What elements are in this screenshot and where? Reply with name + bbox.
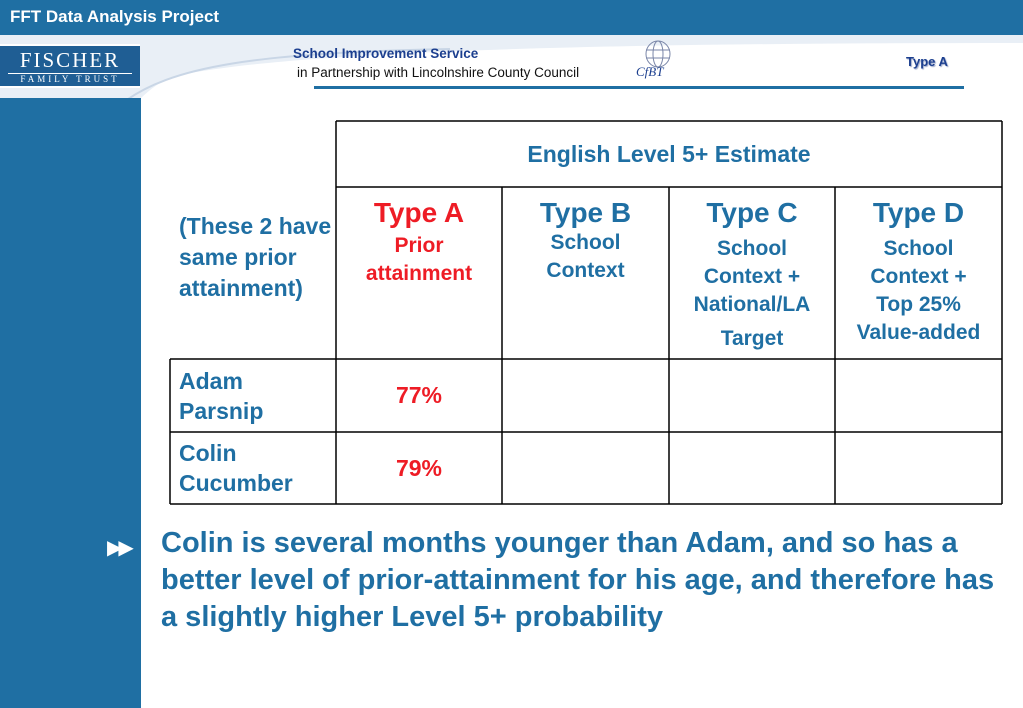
cfbt-logo-text: CfBT xyxy=(636,64,664,79)
column-header-type-d: Type D School Context + Top 25% Value-ad… xyxy=(836,197,1001,347)
table-cell-type-a: 79% xyxy=(395,455,443,481)
cfbt-globe-icon xyxy=(645,40,671,68)
fft-logo: FISCHER FAMILY TRUST xyxy=(0,44,140,88)
table-header: English Level 5+ Estimate xyxy=(527,141,811,167)
column-desc-line: Context xyxy=(546,259,625,282)
student-first-name: Adam xyxy=(179,368,243,394)
column-desc-line: National/LA xyxy=(693,293,811,316)
header-rule xyxy=(314,86,964,89)
column-title: Type C xyxy=(706,197,798,228)
slide-tag: Type A xyxy=(906,54,948,69)
logo-divider xyxy=(8,73,132,74)
column-header-type-a: Type A Prior attainment xyxy=(337,197,501,288)
column-desc-line: Target xyxy=(720,327,784,350)
left-sidebar-band xyxy=(0,98,141,708)
column-title: Type B xyxy=(539,197,632,228)
service-subtitle: in Partnership with Lincolnshire County … xyxy=(297,65,580,80)
column-desc-line: Value-added xyxy=(856,321,981,344)
table-cell-type-a: 77% xyxy=(395,382,443,408)
column-desc-line: School xyxy=(550,231,621,254)
column-title: Type A xyxy=(373,197,465,228)
attainment-note: (These 2 have same prior attainment) xyxy=(179,213,332,301)
column-desc-line: Prior xyxy=(394,234,444,257)
column-header-type-b: Type B School Context xyxy=(503,197,668,285)
student-last-name: Parsnip xyxy=(179,398,264,424)
explanation-text: Colin is several months younger than Ada… xyxy=(161,527,995,633)
column-desc-line: Context + xyxy=(870,265,967,288)
column-desc-line: Top 25% xyxy=(876,293,961,316)
logo-line1: FISCHER xyxy=(19,48,121,72)
column-desc-line: School xyxy=(883,237,954,260)
table-row-label: Colin Cucumber xyxy=(179,438,329,498)
service-title: School Improvement Service xyxy=(293,46,479,61)
title-bar: FFT Data Analysis Project xyxy=(0,0,1023,35)
student-last-name: Cucumber xyxy=(179,470,293,496)
column-desc-line: attainment xyxy=(365,262,473,285)
student-first-name: Colin xyxy=(179,440,237,466)
column-desc-line: Context + xyxy=(703,265,801,288)
column-title: Type D xyxy=(872,197,965,228)
table-row-label: Adam Parsnip xyxy=(179,366,329,426)
column-desc-line: School xyxy=(716,237,787,260)
project-title: FFT Data Analysis Project xyxy=(10,7,220,26)
double-chevron-bullet-icon: ▶▶ xyxy=(107,537,134,559)
column-header-type-c: Type C School Context + National/LA Targ… xyxy=(670,197,834,353)
logo-line2: FAMILY TRUST xyxy=(20,74,120,84)
header-swoosh xyxy=(0,35,1023,105)
